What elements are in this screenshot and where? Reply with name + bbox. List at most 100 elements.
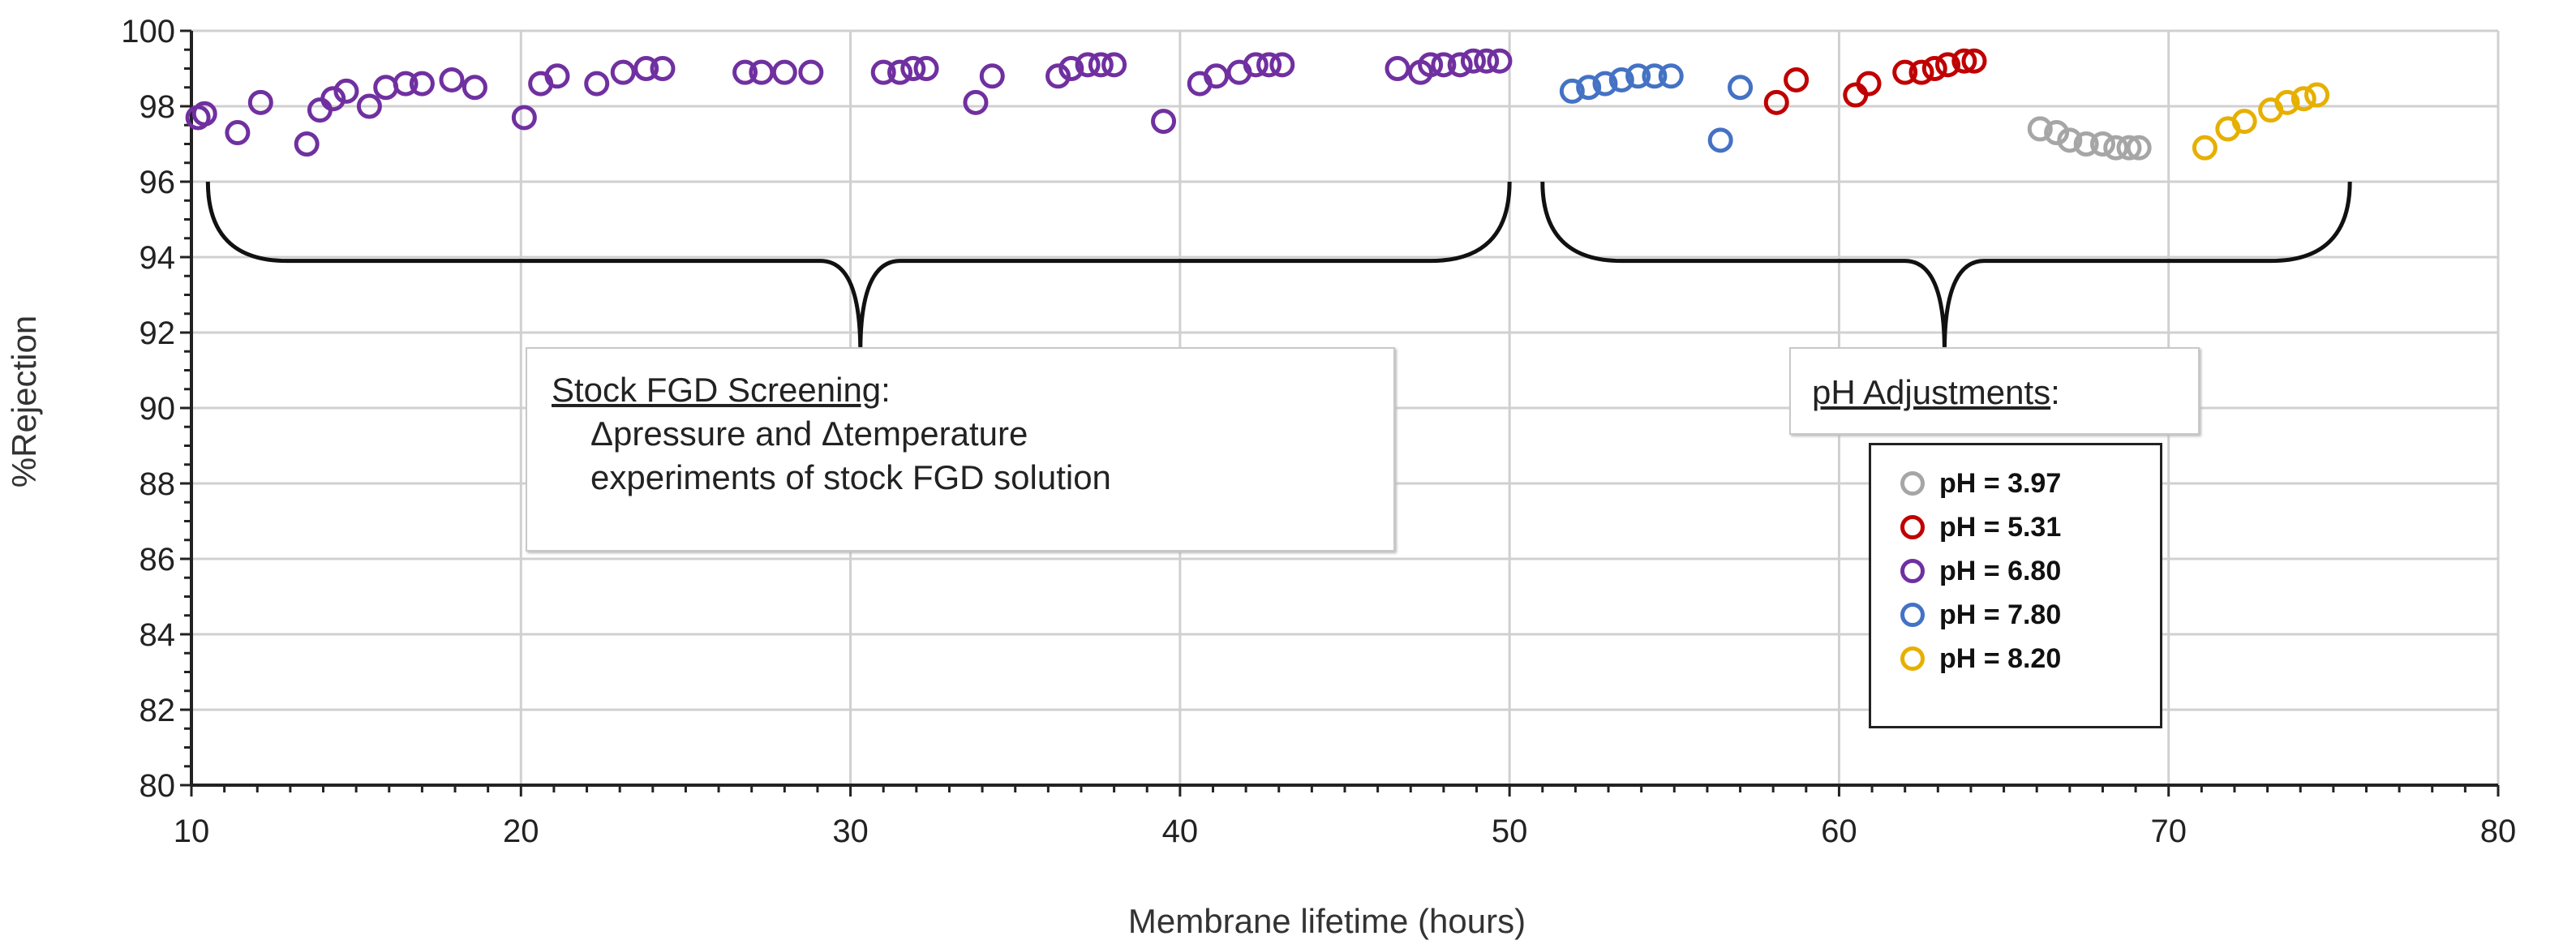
data-point-ph-6-80 xyxy=(294,131,320,157)
x-tick-label: 40 xyxy=(1162,814,1199,849)
data-point-ph-7-80 xyxy=(1728,75,1754,101)
data-point-ph-7-80 xyxy=(1592,71,1618,97)
data-point-ph-3-97 xyxy=(2073,131,2099,157)
legend-label-ph-7-80: pH = 7.80 xyxy=(1939,599,2062,630)
legend-marker-ph-3-97 xyxy=(1900,471,1925,496)
data-point-ph-3-97 xyxy=(2089,131,2115,157)
y-tick-label: 92 xyxy=(140,316,176,351)
ph-adjustments-annotation-box: pH Adjustments: xyxy=(1789,347,2200,435)
legend-marker-ph-8-20 xyxy=(1900,646,1925,671)
data-point-ph-6-80 xyxy=(870,59,896,85)
data-point-ph-8-20 xyxy=(2274,89,2300,115)
data-point-ph-6-80 xyxy=(979,63,1005,89)
legend-label-ph-5-31: pH = 5.31 xyxy=(1939,511,2062,543)
data-point-ph-7-80 xyxy=(1576,75,1602,101)
data-point-ph-6-80 xyxy=(1447,52,1473,78)
data-point-ph-6-80 xyxy=(913,56,939,81)
x-tick-label: 70 xyxy=(2150,814,2187,849)
data-point-ph-6-80 xyxy=(963,89,989,115)
data-point-ph-3-97 xyxy=(2057,127,2083,153)
stock-fgd-annotation-line-2: experiments of stock FGD solution xyxy=(590,458,1111,496)
data-point-ph-6-80 xyxy=(1088,52,1114,78)
data-point-ph-6-80 xyxy=(544,63,570,89)
data-point-ph-6-80 xyxy=(1075,52,1101,78)
data-point-ph-6-80 xyxy=(633,56,659,81)
y-tick-label: 90 xyxy=(140,391,176,427)
y-tick-label: 94 xyxy=(140,240,176,276)
data-point-ph-6-80 xyxy=(771,59,797,85)
data-points xyxy=(185,48,2330,161)
data-point-ph-6-80 xyxy=(1256,52,1282,78)
data-point-ph-6-80 xyxy=(1204,63,1230,89)
y-tick-label: 88 xyxy=(140,466,176,502)
legend-marker-ph-5-31 xyxy=(1900,515,1925,539)
data-point-ph-6-80 xyxy=(584,71,610,97)
data-point-ph-6-80 xyxy=(1243,52,1269,78)
data-point-ph-5-31 xyxy=(1908,59,1934,85)
y-tick-label: 96 xyxy=(140,165,176,200)
data-point-ph-6-80 xyxy=(610,59,636,85)
data-point-ph-5-31 xyxy=(1856,71,1882,97)
y-tick-label: 80 xyxy=(140,768,176,804)
data-point-ph-5-31 xyxy=(1935,52,1961,78)
data-point-ph-3-97 xyxy=(2126,135,2152,161)
data-point-ph-5-31 xyxy=(1961,48,1987,74)
data-point-ph-6-80 xyxy=(333,78,359,104)
x-tick-label: 20 xyxy=(503,814,539,849)
data-point-ph-7-80 xyxy=(1608,67,1634,92)
x-axis-title: Membrane lifetime (hours) xyxy=(1128,902,1526,940)
y-axis-title: %Rejection xyxy=(5,316,43,487)
data-point-ph-3-97 xyxy=(2027,116,2053,142)
data-point-ph-5-31 xyxy=(1784,67,1810,92)
legend: pH = 3.97 pH = 5.31 pH = 6.80 pH = 7.80 … xyxy=(1869,443,2162,728)
legend-item-ph-5-31: pH = 5.31 xyxy=(1900,505,2160,549)
data-point-ph-6-80 xyxy=(798,59,824,85)
data-point-ph-6-80 xyxy=(409,71,435,97)
data-point-ph-6-80 xyxy=(511,105,537,131)
data-point-ph-5-31 xyxy=(1951,48,1977,74)
legend-label-ph-6-80: pH = 6.80 xyxy=(1939,555,2062,586)
data-point-ph-5-31 xyxy=(1892,59,1918,85)
axes xyxy=(180,29,2500,797)
data-point-ph-6-80 xyxy=(1385,56,1410,81)
data-point-ph-6-80 xyxy=(732,59,758,85)
data-point-ph-6-80 xyxy=(462,75,487,101)
data-point-ph-6-80 xyxy=(1418,52,1444,78)
data-point-ph-8-20 xyxy=(2231,109,2257,135)
legend-marker-ph-6-80 xyxy=(1900,559,1925,583)
y-tick-label: 82 xyxy=(140,693,176,728)
tick-labels: 80 82 84 86 88 90 92 94 96 98 100 10 20 30 40 50 60 70 80 xyxy=(121,14,2516,849)
data-point-ph-8-20 xyxy=(2290,86,2316,112)
data-point-ph-6-80 xyxy=(887,59,913,85)
data-point-ph-6-80 xyxy=(1101,52,1127,78)
legend-item-ph-3-97: pH = 3.97 xyxy=(1900,462,2160,505)
data-point-ph-7-80 xyxy=(1707,127,1733,153)
y-tick-label: 98 xyxy=(140,89,176,125)
data-point-ph-7-80 xyxy=(1642,63,1668,89)
data-point-ph-6-80 xyxy=(393,71,419,97)
data-point-ph-6-80 xyxy=(900,56,926,81)
y-tick-label: 100 xyxy=(121,14,175,49)
data-point-ph-8-20 xyxy=(2192,135,2218,161)
stock-fgd-annotation-title: Stock FGD Screening xyxy=(552,371,882,409)
data-point-ph-6-80 xyxy=(1431,52,1457,78)
data-point-ph-6-80 xyxy=(225,120,251,146)
data-point-ph-6-80 xyxy=(247,89,273,115)
x-tick-label: 50 xyxy=(1492,814,1528,849)
data-point-ph-6-80 xyxy=(650,56,676,81)
x-tick-label: 30 xyxy=(832,814,869,849)
data-point-ph-6-80 xyxy=(439,67,465,92)
data-point-ph-8-20 xyxy=(2304,82,2330,108)
data-point-ph-6-80 xyxy=(1269,52,1295,78)
data-point-ph-6-80 xyxy=(191,101,217,127)
data-point-ph-5-31 xyxy=(1763,89,1789,115)
data-point-ph-6-80 xyxy=(1474,48,1500,74)
legend-item-ph-7-80: pH = 7.80 xyxy=(1900,593,2160,637)
data-point-ph-6-80 xyxy=(1487,48,1513,74)
data-point-ph-3-97 xyxy=(2044,120,2070,146)
ph-adjustments-annotation-colon: : xyxy=(2050,373,2060,411)
data-point-ph-5-31 xyxy=(1921,56,1947,81)
y-tick-label: 84 xyxy=(140,617,176,653)
x-tick-label: 60 xyxy=(1821,814,1857,849)
stock-fgd-annotation-line-1: Δpressure and Δtemperature xyxy=(590,414,1028,453)
